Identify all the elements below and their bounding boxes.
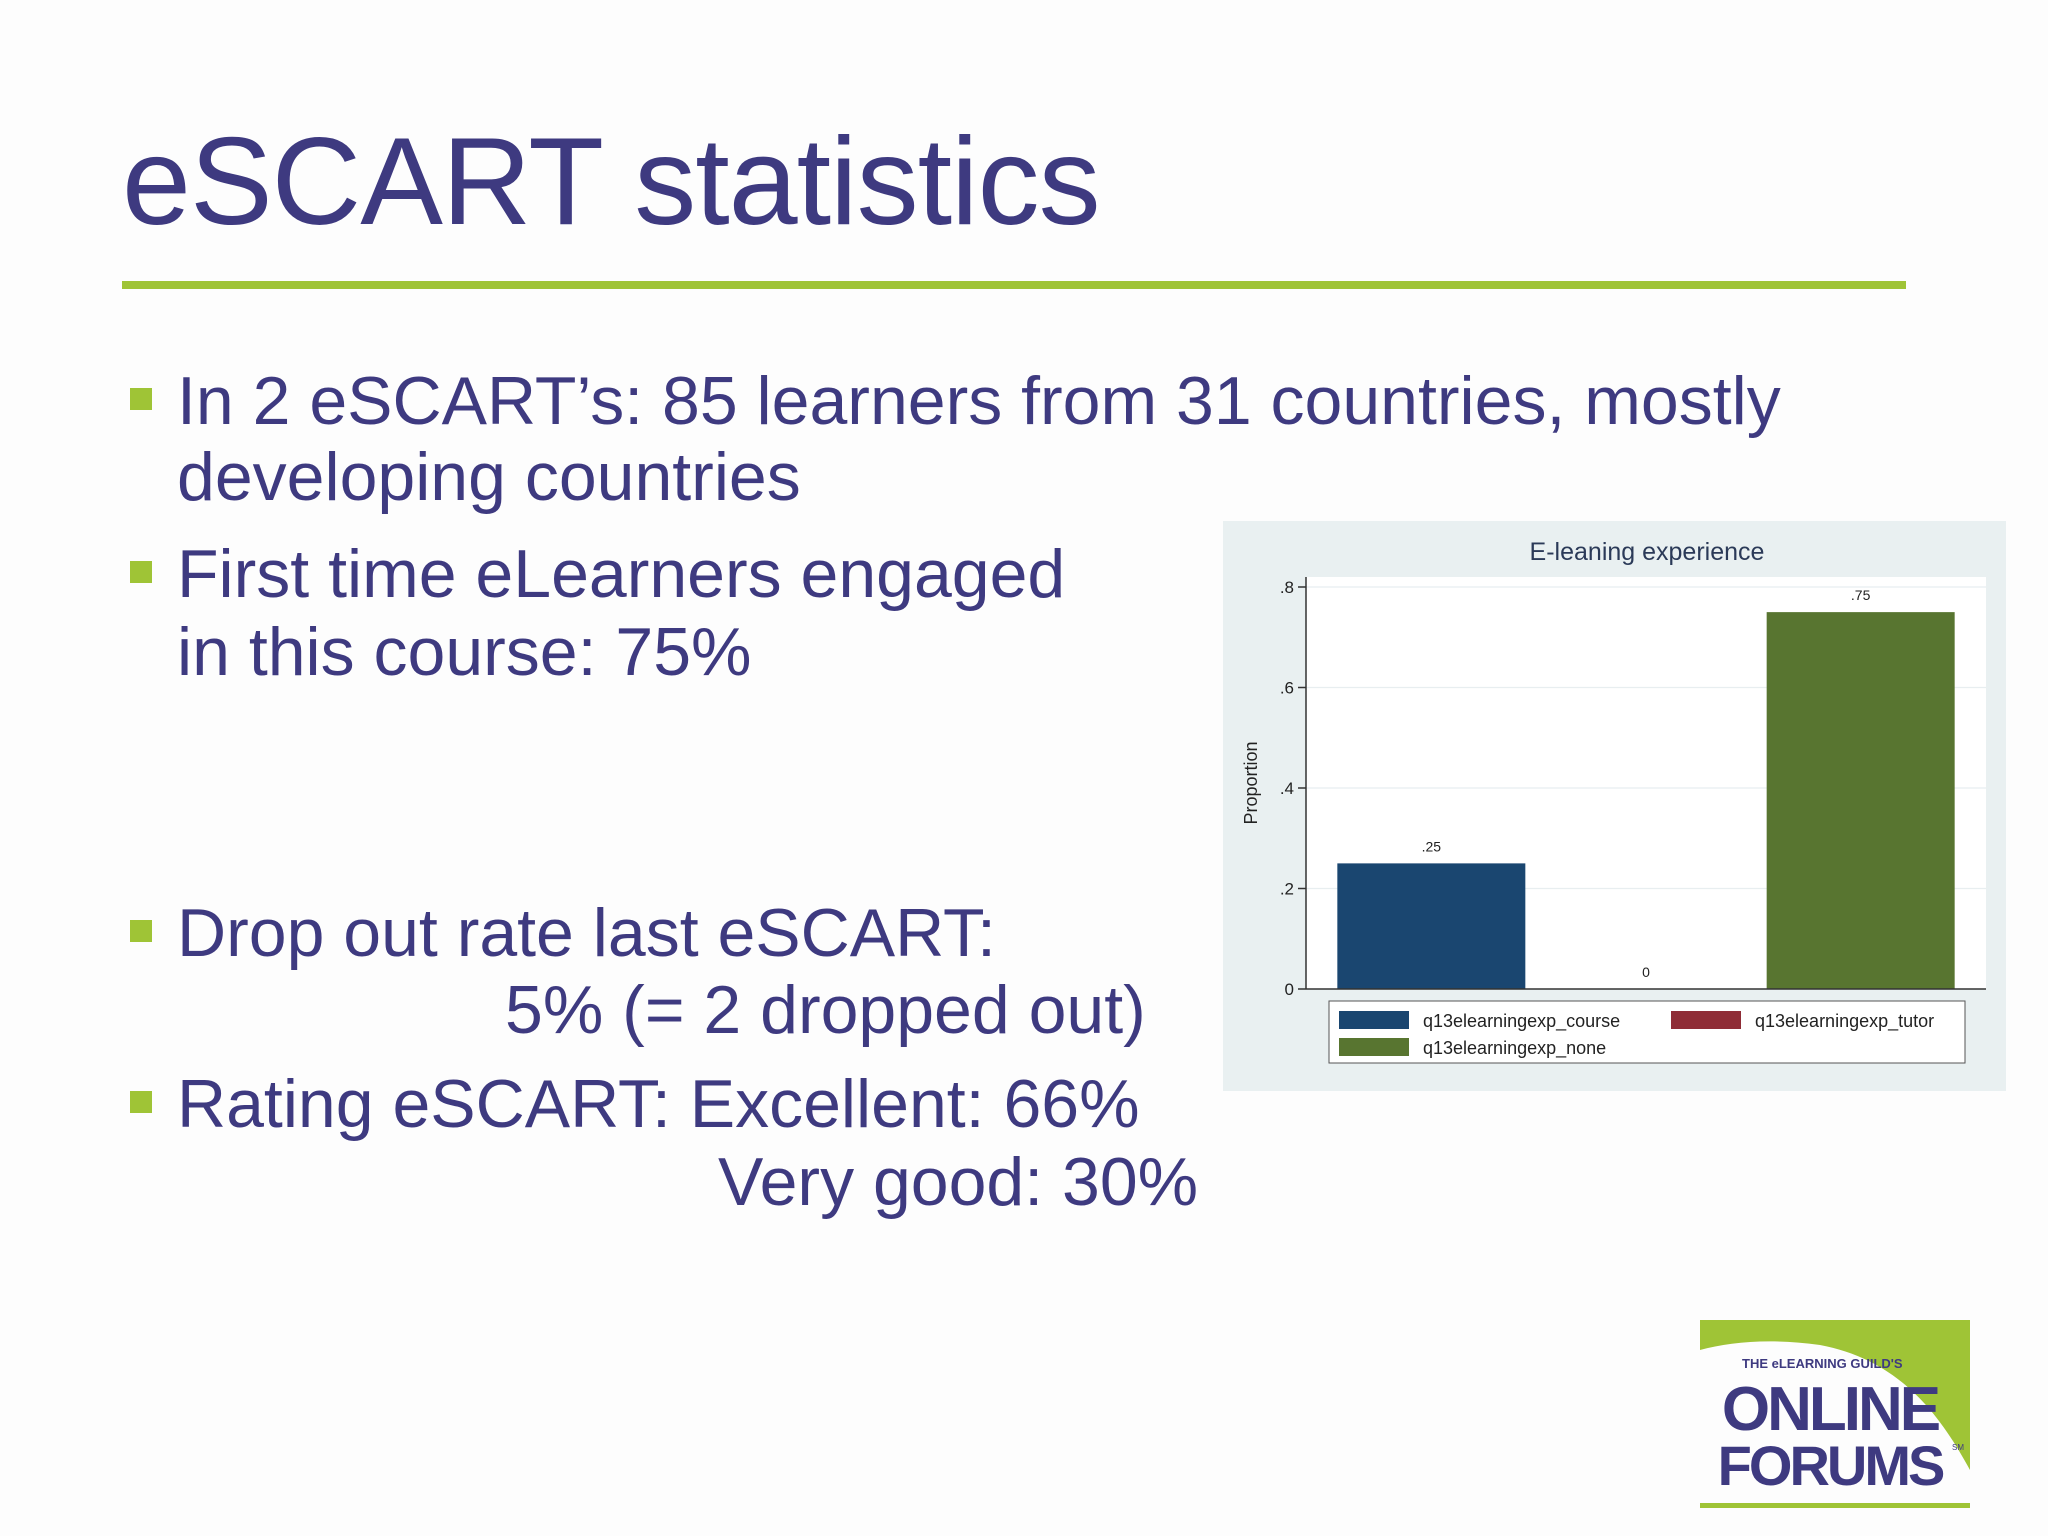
bullet-text: in this course: 75% xyxy=(177,614,752,690)
legend-swatch xyxy=(1339,1011,1409,1029)
legend-box xyxy=(1328,1000,1966,1064)
bullet-marker xyxy=(130,561,152,583)
legend-label: q13elearningexp_none xyxy=(1423,1038,1606,1059)
bar-q13elearningexp_course xyxy=(1337,863,1526,989)
y-tick-label: .4 xyxy=(1280,779,1294,798)
logo-tagline: THE eLEARNING GUILD'S xyxy=(1742,1356,1903,1371)
legend-label: q13elearningexp_tutor xyxy=(1755,1011,1934,1032)
y-tick-label: .6 xyxy=(1280,679,1294,698)
legend-swatch xyxy=(1671,1011,1741,1029)
y-tick-label: .2 xyxy=(1280,880,1294,899)
chart-panel: E-leaning experience Proportion .25 0.75 … xyxy=(1223,521,2006,1091)
bar-value-label: .75 xyxy=(1851,587,1871,603)
bullet-text: Drop out rate last eSCART: xyxy=(177,895,996,971)
bullet-marker xyxy=(130,1091,152,1113)
legend-label: q13elearningexp_course xyxy=(1423,1011,1620,1032)
bullet-marker xyxy=(130,388,152,410)
bullet-text: developing countries xyxy=(177,439,801,515)
bullet-text: First time eLearners engaged xyxy=(177,536,1066,612)
bullet-text: In 2 eSCART’s: 85 learners from 31 count… xyxy=(177,363,1781,439)
y-tick-label: 0 xyxy=(1285,980,1294,999)
bullet-text: Very good: 30% xyxy=(718,1144,1199,1220)
online-forums-logo: THE eLEARNING GUILD'S ONLINE FORUMS SM xyxy=(1700,1320,1970,1510)
legend-swatch xyxy=(1339,1038,1409,1056)
bar-value-label: .25 xyxy=(1422,838,1442,854)
bullet-marker xyxy=(130,920,152,942)
slide-title: eSCART statistics xyxy=(122,113,1101,251)
logo-service-mark: SM xyxy=(1952,1443,1964,1452)
y-tick-label: .8 xyxy=(1280,578,1294,597)
y-axis-label: Proportion xyxy=(1241,741,1261,824)
bar-value-label: 0 xyxy=(1642,964,1650,980)
bar-chart: E-leaning experience Proportion .250.75 … xyxy=(1241,538,1986,1064)
logo-line1: ONLINE xyxy=(1722,1375,1939,1444)
bullet-text: 5% (= 2 dropped out) xyxy=(505,972,1146,1048)
bullet-text: Rating eSCART: Excellent: 66% xyxy=(177,1066,1140,1142)
chart-title: E-leaning experience xyxy=(1530,538,1765,566)
bar-q13elearningexp_none xyxy=(1766,612,1955,989)
logo-line2: FORUMS xyxy=(1718,1434,1944,1497)
title-divider xyxy=(122,281,1906,289)
